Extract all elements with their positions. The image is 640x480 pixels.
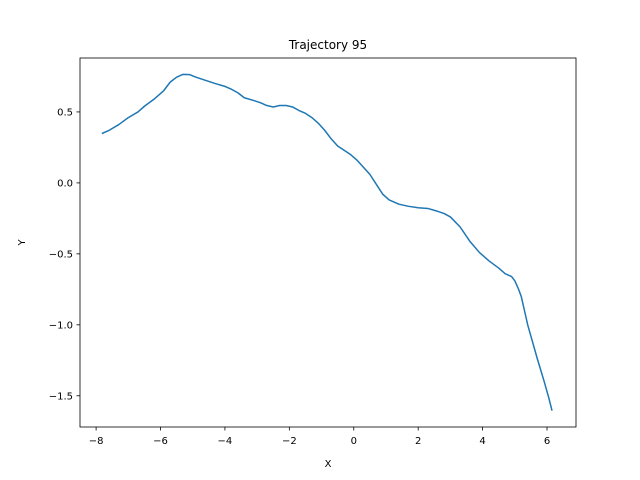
chart-title: Trajectory 95	[288, 38, 367, 52]
plot-frame	[79, 57, 577, 428]
series-line	[101, 73, 553, 411]
y-tick-label: 0.0	[57, 178, 73, 189]
x-axis-label: X	[325, 459, 332, 470]
x-tick-label: 0	[351, 436, 357, 447]
x-tick-label: −4	[218, 436, 233, 447]
y-tick-label: −1.5	[49, 391, 73, 402]
x-tick-label: 6	[544, 436, 550, 447]
x-tick-label: 2	[415, 436, 421, 447]
y-tick-label: −1.0	[49, 320, 73, 331]
x-axis-ticks: −8 −6 −4 −2 0 2 4 6	[89, 427, 550, 447]
y-axis-label: Y	[17, 239, 28, 247]
x-tick-label: 4	[479, 436, 485, 447]
x-tick-label: −6	[153, 436, 168, 447]
x-tick-label: −8	[89, 436, 104, 447]
y-tick-label: −0.5	[49, 249, 73, 260]
y-tick-label: 0.5	[57, 107, 73, 118]
x-tick-label: −2	[282, 436, 297, 447]
plot-area	[80, 58, 576, 427]
y-axis-ticks: −1.5 −1.0 −0.5 0.0 0.5	[49, 107, 80, 402]
